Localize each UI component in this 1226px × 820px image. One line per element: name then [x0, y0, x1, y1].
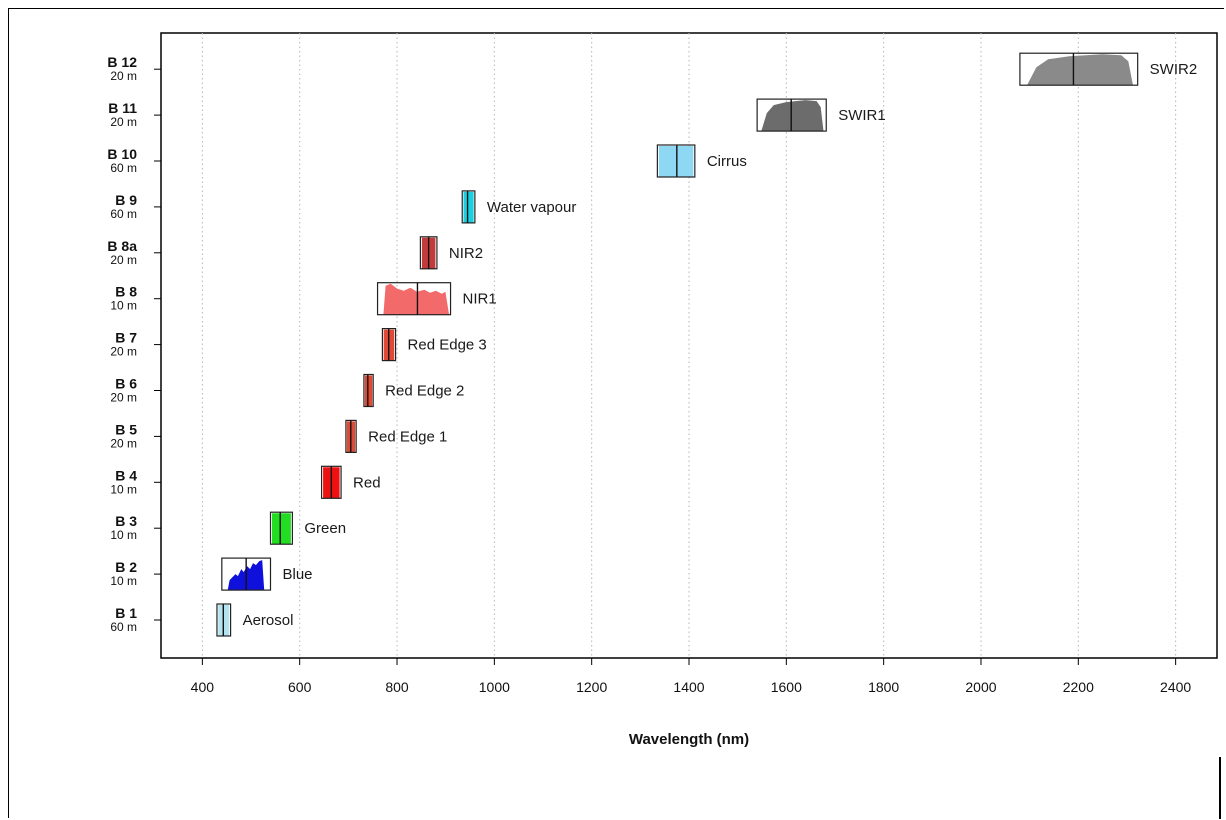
band-name-label: Aerosol — [243, 612, 294, 629]
band-name-label: Cirrus — [707, 153, 747, 170]
x-tick-label: 2400 — [1160, 679, 1191, 695]
band-resolution-label: 10 m — [110, 299, 137, 313]
band-name-label: Green — [304, 520, 346, 537]
band-name-label: Red Edge 1 — [368, 428, 447, 445]
band-resolution-label: 20 m — [110, 345, 137, 359]
band-response-fill — [383, 283, 450, 315]
band-resolution-label: 20 m — [110, 436, 137, 450]
x-tick-label: 1400 — [673, 679, 704, 695]
band-glyph: Red — [320, 465, 381, 499]
frame-edge-stub — [1219, 757, 1221, 819]
band-glyph: NIR2 — [419, 236, 483, 270]
band-resolution-label: 60 m — [110, 161, 137, 175]
band-resolution-label: 20 m — [110, 253, 137, 267]
band-glyphs: Aerosol Blue Green Red Red Edge 1 Red Edge 2 R… — [216, 52, 1198, 637]
band-id-label: B 4 — [115, 467, 137, 483]
band-range-box — [461, 190, 476, 224]
band-range-box — [376, 282, 452, 316]
band-response-fill — [463, 191, 474, 223]
band-name-label: NIR1 — [463, 291, 497, 308]
band-id-label: B 9 — [115, 192, 137, 208]
x-tick-label: 2200 — [1063, 679, 1094, 695]
band-range-box — [656, 144, 696, 178]
band-resolution-label: 60 m — [110, 620, 137, 634]
band-range-box — [363, 373, 374, 408]
x-axis-title: Wavelength (nm) — [629, 731, 749, 748]
band-resolution-label: 20 m — [110, 69, 137, 83]
band-name-label: Blue — [282, 566, 312, 583]
band-resolution-label: 10 m — [110, 528, 137, 542]
band-resolution-label: 20 m — [110, 391, 137, 405]
band-name-label: Red — [353, 474, 381, 491]
band-resolution-label: 20 m — [110, 115, 137, 129]
band-id-label: B 6 — [115, 376, 137, 392]
band-glyph: Green — [269, 511, 346, 545]
x-tick-label: 400 — [191, 679, 215, 695]
x-tick-label: 2000 — [965, 679, 996, 695]
band-glyph: Red Edge 3 — [381, 328, 487, 362]
band-id-label: B 8 — [115, 284, 137, 300]
band-name-label: SWIR2 — [1150, 61, 1198, 78]
x-tick-label: 800 — [385, 679, 409, 695]
band-glyph: Water vapour — [461, 190, 576, 224]
band-resolution-label: 60 m — [110, 207, 137, 221]
band-id-label: B 11 — [108, 100, 137, 116]
band-id-label: B 3 — [115, 513, 137, 529]
band-response-fill — [1027, 54, 1133, 86]
band-name-label: Water vapour — [487, 199, 576, 216]
x-axis: 400 600 800 1000 1200 1400 1600 1800 2000 2200 240… — [161, 657, 1217, 695]
grid-lines — [201, 33, 1177, 658]
band-name-label: Red Edge 2 — [385, 383, 464, 400]
band-id-label: B 12 — [107, 54, 137, 70]
band-glyph: Aerosol — [216, 603, 294, 637]
band-range-box — [1019, 52, 1139, 86]
band-response-fill — [761, 100, 824, 132]
band-id-label: B 8a — [107, 238, 137, 254]
band-glyph: Red Edge 1 — [345, 419, 447, 453]
x-tick-label: 600 — [288, 679, 312, 695]
band-response-fill — [364, 375, 373, 407]
band-id-label: B 2 — [115, 559, 137, 575]
band-glyph: Blue — [221, 557, 313, 591]
band-glyph: SWIR1 — [756, 98, 886, 132]
x-tick-label: 1600 — [771, 679, 802, 695]
band-resolution-label: 10 m — [110, 574, 137, 588]
band-name-label: NIR2 — [449, 245, 483, 262]
band-id-label: B 7 — [115, 330, 137, 346]
x-tick-label: 1800 — [868, 679, 899, 695]
band-response-fill — [658, 146, 694, 177]
band-name-label: Red Edge 3 — [408, 337, 487, 354]
band-response-fill — [272, 513, 291, 545]
band-id-label: B 5 — [115, 421, 137, 437]
band-resolution-label: 10 m — [110, 482, 137, 496]
band-name-label: SWIR1 — [838, 107, 886, 124]
band-glyph: SWIR2 — [1019, 52, 1198, 86]
y-axis: B 160 mB 210 mB 310 mB 410 mB 520 mB 620… — [107, 54, 161, 634]
x-tick-label: 1000 — [479, 679, 510, 695]
band-glyph: Cirrus — [656, 144, 747, 178]
band-glyph: NIR1 — [376, 282, 497, 316]
band-range-box — [269, 511, 293, 545]
band-id-label: B 10 — [107, 146, 137, 162]
x-tick-label: 1200 — [576, 679, 607, 695]
figure-frame — [8, 8, 1224, 818]
band-id-label: B 1 — [115, 605, 137, 621]
band-glyph: Red Edge 2 — [363, 373, 464, 408]
